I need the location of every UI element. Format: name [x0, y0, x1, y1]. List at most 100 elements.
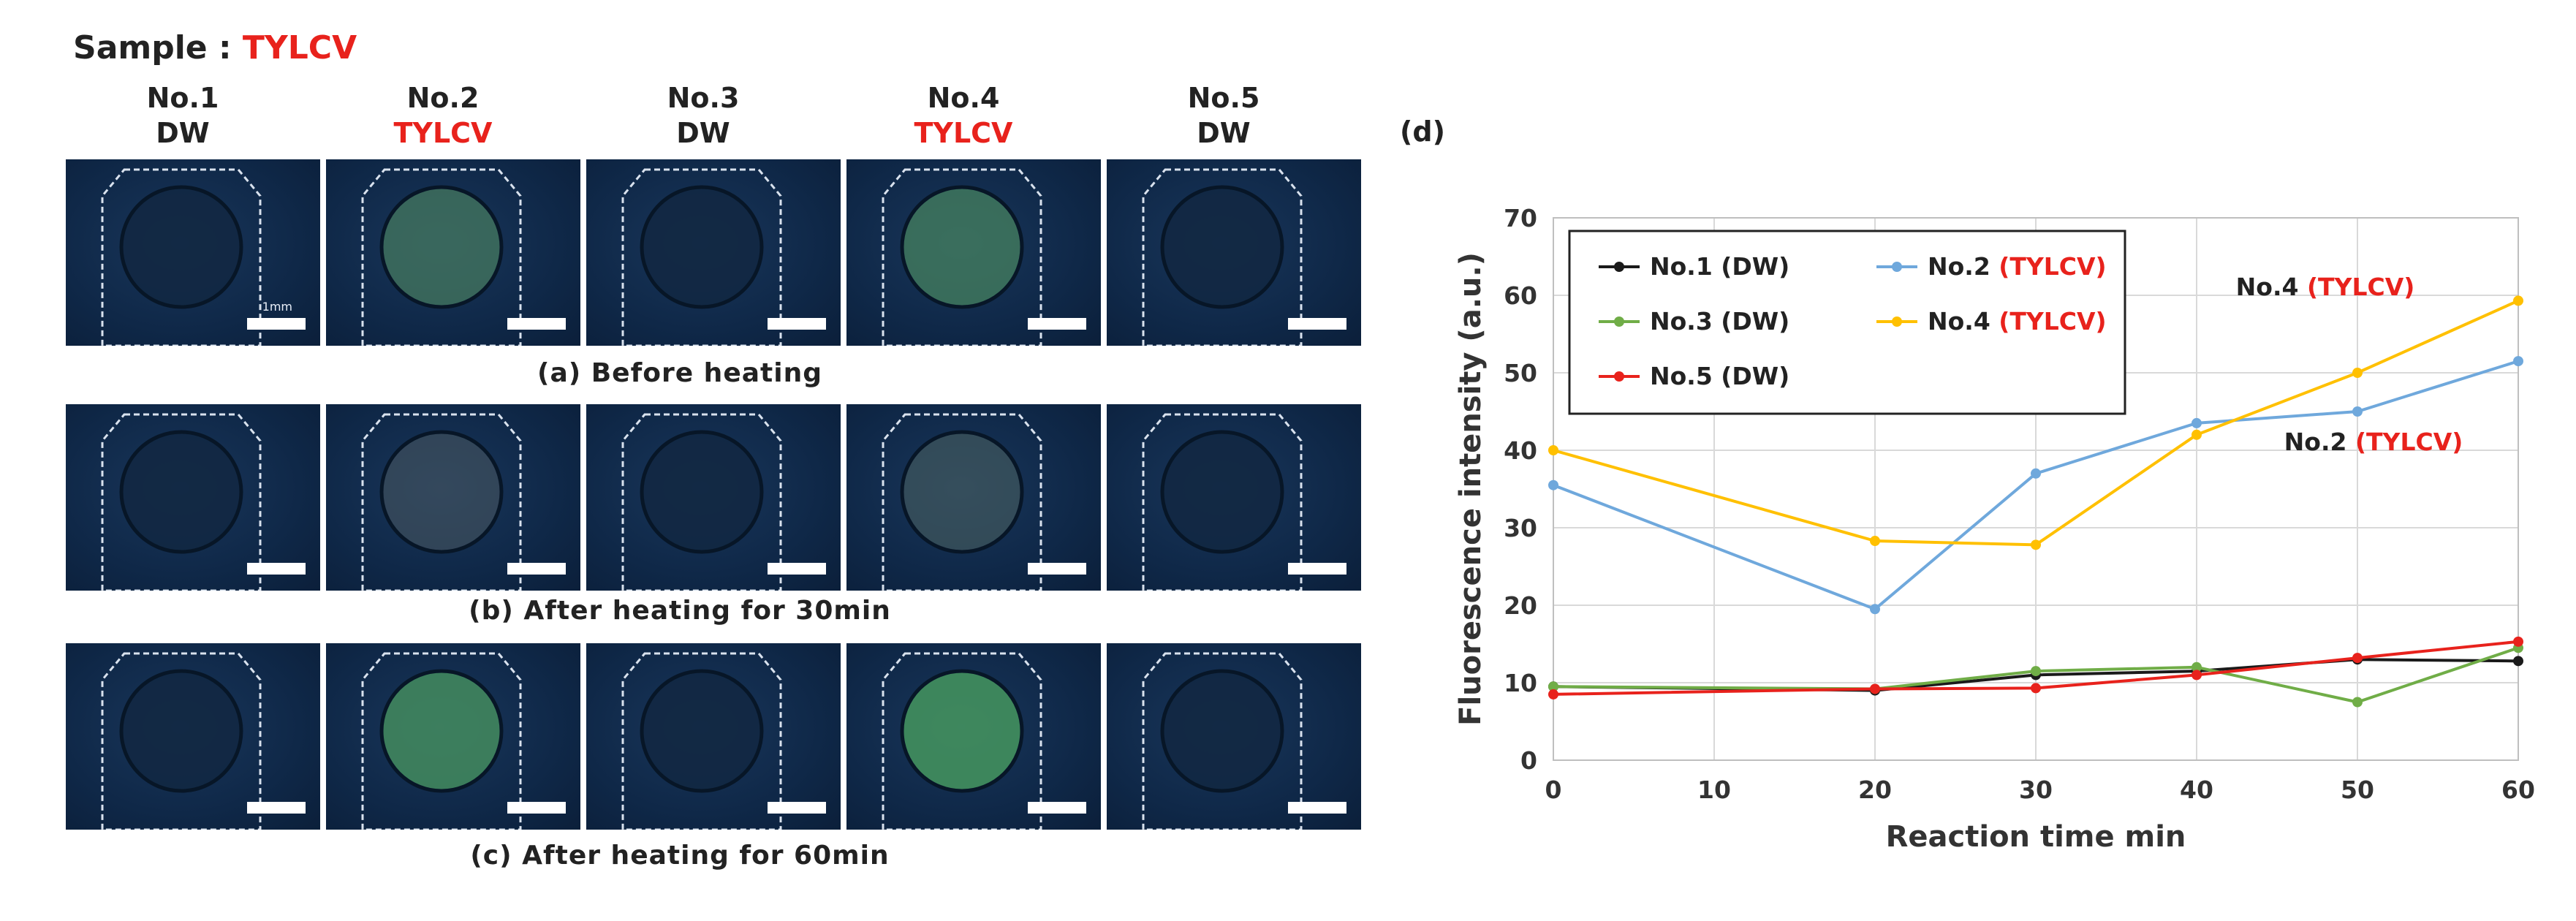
line-annotation: No.4 (TYLCV) [2236, 273, 2415, 301]
scale-bar [768, 318, 826, 330]
micrograph-panel [326, 643, 580, 830]
data-point [2031, 666, 2041, 677]
panel-d-label: (d) [1400, 115, 1445, 148]
column-number: No.2 [406, 82, 480, 114]
chamber-outline [621, 168, 782, 346]
x-tick-label: 40 [2180, 776, 2213, 804]
caption-a: (a) Before heating [537, 358, 822, 388]
well-spot [119, 669, 243, 793]
well-spot [379, 669, 504, 793]
data-point [1548, 445, 1558, 455]
data-point [2513, 636, 2523, 647]
well-spot [119, 430, 243, 554]
well-spot [379, 185, 504, 309]
data-point [2352, 697, 2363, 708]
caption-c: (c) After heating for 60min [470, 841, 890, 871]
data-point [2513, 295, 2523, 306]
column-number: No.4 [927, 82, 1000, 114]
series-line [1553, 360, 2519, 611]
data-point [2192, 429, 2202, 440]
data-point [2192, 670, 2202, 681]
legend-label: No.3 (DW) [1650, 307, 1789, 336]
data-point [2352, 406, 2363, 417]
sample-label: Sample : [73, 29, 243, 67]
data-point [2352, 653, 2363, 664]
data-point [1870, 604, 1880, 615]
well-spot [640, 185, 764, 309]
chamber-outline [361, 168, 522, 346]
fluorescence-line-chart: 0 10 20 30 40 50 60 70 0 10 20 30 40 50 60 Reaction tim… [1454, 204, 2535, 854]
legend-label: No.4 (TYLCV) [1928, 307, 2107, 336]
chamber-outline [882, 652, 1042, 830]
micrograph-panel [66, 404, 320, 591]
x-tick-label: 50 [2341, 776, 2374, 804]
well-spot [640, 669, 764, 793]
column-header-3: No.3 DW [579, 80, 827, 151]
scale-bar [247, 318, 306, 330]
scale-bar [247, 802, 306, 814]
column-type: DW [156, 117, 210, 149]
data-point [2513, 356, 2523, 367]
x-axis-title: Reaction time min [1886, 820, 2186, 854]
x-tick-label: 0 [1545, 776, 1562, 804]
column-header-1: No.1 DW [58, 80, 307, 151]
chamber-outline [361, 413, 522, 591]
well-spot [1160, 669, 1284, 793]
column-header-2: No.2 TYLCV [319, 80, 567, 151]
y-tick-label: 10 [1504, 669, 1537, 697]
y-axis-title: Fluorescence intensity (a.u.) [1454, 252, 1488, 726]
data-point [1548, 689, 1558, 700]
chamber-outline [101, 168, 262, 346]
micrograph-panel: 1mm [66, 159, 320, 346]
sample-title: Sample : TYLCV [73, 29, 357, 67]
micrograph-panel [846, 643, 1101, 830]
scale-bar [768, 563, 826, 575]
well-spot [379, 430, 504, 554]
micrograph-panel [586, 404, 841, 591]
data-point [2031, 539, 2041, 550]
column-number: No.1 [146, 82, 219, 114]
scale-bar [1288, 318, 1346, 330]
scale-bar [507, 802, 566, 814]
legend-swatch-marker [1614, 317, 1624, 327]
micrograph-panel [1107, 159, 1361, 346]
y-tick-label: 70 [1504, 204, 1537, 232]
data-point [1870, 536, 1880, 547]
chamber-outline [361, 652, 522, 830]
scale-bar [768, 802, 826, 814]
chamber-outline [1142, 168, 1303, 346]
legend-label: No.2 (TYLCV) [1928, 252, 2107, 281]
x-tick-label: 10 [1697, 776, 1731, 804]
legend-swatch-marker [1892, 317, 1902, 327]
scale-label: 1mm [262, 300, 292, 314]
chamber-outline [101, 413, 262, 591]
scale-bar [1028, 802, 1086, 814]
micrograph-panel [586, 159, 841, 346]
data-point [2031, 683, 2041, 694]
micrograph-panel [66, 643, 320, 830]
well-spot [900, 669, 1024, 793]
scale-bar [247, 563, 306, 575]
data-point [1548, 681, 1558, 692]
data-point [2031, 468, 2041, 479]
caption-b: (b) After heating for 30min [469, 596, 891, 626]
x-tick-label: 20 [1858, 776, 1892, 804]
chamber-outline [882, 168, 1042, 346]
y-tick-label: 60 [1504, 281, 1537, 310]
micrograph-panel [846, 159, 1101, 346]
data-point [1548, 480, 1558, 490]
column-type: DW [676, 117, 730, 149]
data-point [2513, 656, 2523, 667]
column-number: No.5 [1187, 82, 1260, 114]
y-tick-label: 50 [1504, 359, 1537, 387]
line-annotation: No.2 (TYLCV) [2284, 428, 2463, 456]
scale-bar [1288, 802, 1346, 814]
chamber-outline [621, 652, 782, 830]
series-line [1553, 299, 2519, 547]
scale-bar [1288, 563, 1346, 575]
legend-box [1568, 230, 2126, 415]
micrograph-panel [326, 404, 580, 591]
column-header-4: No.4 TYLCV [839, 80, 1088, 151]
y-tick-label: 0 [1520, 746, 1537, 775]
scale-bar [1028, 563, 1086, 575]
